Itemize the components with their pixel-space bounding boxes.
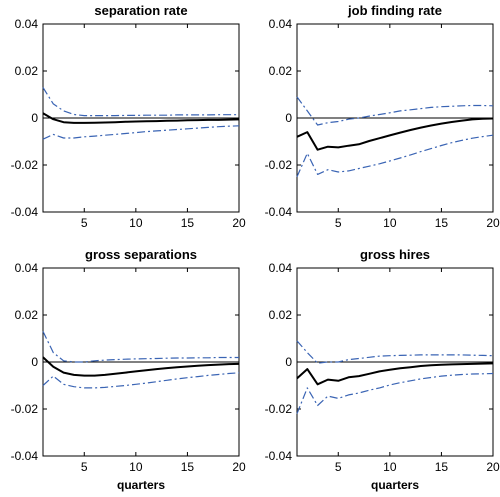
panel-title: separation rate <box>94 3 187 18</box>
x-tick-label: 5 <box>81 216 88 230</box>
x-tick-label: 10 <box>129 216 143 230</box>
y-tick-label: -0.04 <box>265 205 293 219</box>
y-tick-label: 0.02 <box>269 308 293 322</box>
y-tick-label: -0.02 <box>265 402 293 416</box>
estimate-line <box>42 112 240 124</box>
y-tick-label: -0.02 <box>11 158 39 172</box>
confidence-band-upper-line <box>42 331 239 363</box>
x-tick-label: 10 <box>129 460 143 474</box>
y-tick-label: 0.02 <box>15 308 39 322</box>
panel-title: job finding rate <box>347 3 442 18</box>
x-axis-label: quarters <box>371 478 419 492</box>
x-tick-label: 15 <box>181 216 195 230</box>
panel-3: 0.04 0.02 0 -0.02 -0.04 5 10 15 20 gross separati… <box>11 247 246 492</box>
panel-title: gross hires <box>360 247 430 262</box>
confidence-band-lower-line <box>296 134 494 178</box>
x-tick-label: 20 <box>486 216 500 230</box>
panel-title: gross separations <box>85 247 197 262</box>
panel-2: 0.04 0.02 0 -0.02 -0.04 5 10 15 20 job finding ra… <box>265 3 500 230</box>
x-tick-label: 20 <box>486 460 500 474</box>
panel-4: 0.04 0.02 0 -0.02 -0.04 5 10 15 20 gross hires qua… <box>265 247 500 492</box>
y-tick-label: 0 <box>31 355 38 369</box>
x-tick-label: 15 <box>435 216 449 230</box>
x-tick-label: 10 <box>383 460 397 474</box>
y-tick-label: -0.02 <box>11 402 39 416</box>
x-tick-label: 20 <box>232 216 246 230</box>
y-tick-label: -0.04 <box>265 449 293 463</box>
y-tick-label: -0.04 <box>11 205 39 219</box>
confidence-band-lower-line <box>296 372 494 414</box>
y-tick-label: 0.04 <box>15 17 39 31</box>
estimate-line <box>42 356 240 377</box>
confidence-band-lower-line <box>42 372 240 389</box>
x-tick-label: 20 <box>232 460 246 474</box>
x-tick-label: 5 <box>81 460 88 474</box>
y-tick-label: 0.04 <box>269 17 293 31</box>
y-tick-label: 0.04 <box>15 261 39 275</box>
y-tick-label: 0.02 <box>269 64 293 78</box>
confidence-band-upper-line <box>296 96 494 126</box>
y-tick-label: -0.04 <box>11 449 39 463</box>
y-tick-label: 0 <box>285 355 292 369</box>
y-tick-label: 0 <box>285 111 292 125</box>
x-tick-label: 10 <box>383 216 397 230</box>
estimate-line <box>296 362 494 386</box>
y-tick-label: -0.02 <box>265 158 293 172</box>
x-tick-label: 15 <box>435 460 449 474</box>
y-tick-label: 0.02 <box>15 64 39 78</box>
estimate-line <box>296 117 494 151</box>
panel-1: 0.04 0.02 0 -0.02 -0.04 5 10 15 20 separation rat… <box>11 3 246 230</box>
x-tick-label: 15 <box>181 460 195 474</box>
x-axis-label: quarters <box>117 478 165 492</box>
x-tick-label: 5 <box>335 216 342 230</box>
confidence-band-upper-line <box>42 87 239 117</box>
y-tick-label: 0.04 <box>269 261 293 275</box>
confidence-band-upper-line <box>296 340 494 364</box>
x-tick-label: 5 <box>335 460 342 474</box>
y-tick-label: 0 <box>31 111 38 125</box>
confidence-band-lower-line <box>42 125 240 140</box>
